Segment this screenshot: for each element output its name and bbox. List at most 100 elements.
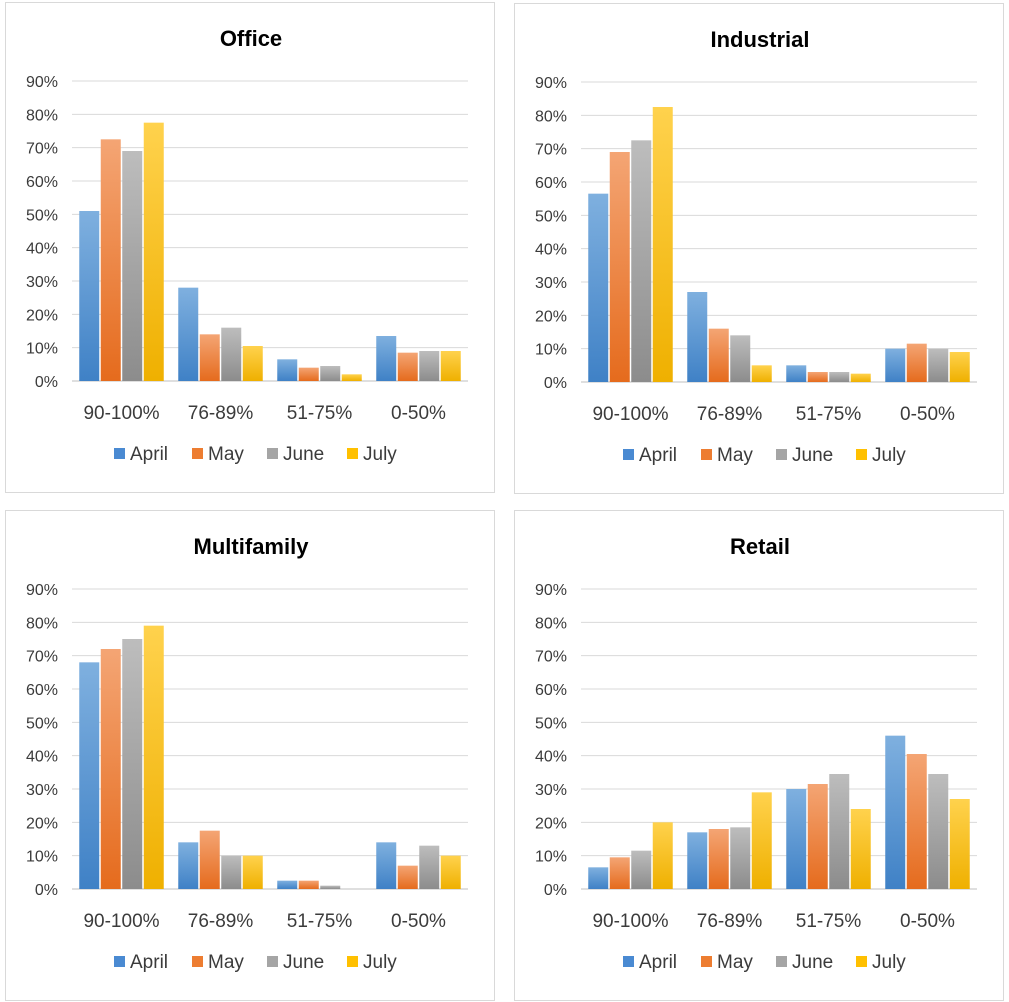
y-tick-label: 60% [26,682,58,699]
y-tick-label: 50% [26,207,58,224]
y-tick-label: 10% [535,342,567,359]
bar-june-1 [221,855,242,889]
bar-may-2 [807,784,828,889]
chart-svg: Retail 0% 10% 20% 30% 40% 50% 60% 70% 80% 90% 90-10… [535,534,977,973]
y-tick-label: 60% [535,175,567,192]
x-category-label: 76-89% [697,911,763,932]
x-category-label: 51-75% [287,911,353,932]
chart-svg: Industrial 0% 10% 20% 30% 40% 50% 60% 70% 80% 90% 9… [535,27,977,466]
legend-swatch-april [623,449,634,460]
legend-label: May [208,444,244,465]
bar-july-1 [751,365,772,382]
y-tick-label: 40% [26,749,58,766]
bar-april-1 [178,287,199,381]
x-category-label: 0-50% [391,403,446,424]
legend-swatch-june [267,448,278,459]
bar-may-0 [100,139,121,381]
y-tick-label: 0% [544,882,567,899]
bar-may-3 [397,865,418,889]
y-tick-label: 50% [535,208,567,225]
legend-swatch-april [623,956,634,967]
y-tick-label: 90% [535,582,567,599]
legend-label: April [130,444,168,465]
x-category-label: 0-50% [900,404,955,425]
bar-june-3 [928,348,949,382]
y-tick-label: 80% [26,107,58,124]
bar-may-0 [100,649,121,889]
bar-april-1 [178,842,199,889]
bar-april-0 [588,867,609,889]
legend-label: July [872,952,906,973]
y-tick-label: 70% [535,142,567,159]
bar-june-0 [122,151,143,381]
y-tick-label: 60% [535,682,567,699]
bar-june-1 [730,827,751,889]
x-category-label: 0-50% [391,911,446,932]
legend-swatch-april [114,956,125,967]
bar-may-1 [199,334,220,381]
chart-office: Office 0% 10% 20% 30% 40% 50% 60% 70% 80% 90% 90-10… [5,2,495,493]
bar-may-1 [708,829,729,889]
y-tick-label: 30% [535,275,567,292]
y-tick-label: 10% [535,849,567,866]
bar-may-0 [609,857,630,889]
legend-swatch-july [347,448,358,459]
y-tick-label: 60% [26,174,58,191]
chart-title: Office [220,26,282,51]
y-tick-label: 70% [26,141,58,158]
chart-svg: Office 0% 10% 20% 30% 40% 50% 60% 70% 80% 90% 90-10… [26,26,468,465]
x-category-label: 90-100% [592,404,668,425]
bar-april-2 [277,880,298,889]
legend-swatch-july [347,956,358,967]
legend-swatch-may [701,449,712,460]
y-tick-label: 40% [535,242,567,259]
legend-label: May [208,952,244,973]
bar-june-2 [829,372,850,382]
x-category-label: 0-50% [900,911,955,932]
legend-swatch-may [192,956,203,967]
legend-swatch-may [701,956,712,967]
legend-label: June [283,952,324,973]
bar-july-3 [440,351,461,381]
y-tick-label: 30% [26,782,58,799]
legend-swatch-june [776,956,787,967]
legend-swatch-may [192,448,203,459]
bar-june-3 [419,351,440,381]
bar-may-3 [397,352,418,381]
chart-title: Retail [730,534,790,559]
bar-april-3 [885,348,906,382]
bar-july-2 [850,373,871,382]
bar-july-0 [143,625,164,889]
chart-industrial: Industrial 0% 10% 20% 30% 40% 50% 60% 70% 80% 90% 9… [514,3,1004,494]
legend-label: April [130,952,168,973]
bar-july-0 [143,122,164,382]
legend-swatch-june [776,449,787,460]
bar-april-1 [687,292,708,382]
chart-retail: Retail 0% 10% 20% 30% 40% 50% 60% 70% 80% 90% 90-10… [514,510,1004,1001]
y-tick-label: 40% [535,749,567,766]
y-tick-label: 20% [535,815,567,832]
x-category-label: 90-100% [83,403,159,424]
bar-may-3 [906,754,927,889]
bar-july-1 [751,792,772,889]
bar-april-0 [588,193,609,382]
legend-label: June [792,952,833,973]
bar-june-3 [928,774,949,889]
bar-july-3 [949,799,970,889]
bar-june-2 [320,885,341,889]
bar-july-2 [341,374,362,381]
y-tick-label: 90% [26,74,58,91]
legend-swatch-july [856,449,867,460]
bar-june-0 [122,639,143,889]
y-tick-label: 30% [26,274,58,291]
y-tick-label: 80% [26,615,58,632]
bar-june-0 [631,850,652,889]
bar-april-3 [376,336,397,381]
legend-swatch-july [856,956,867,967]
bar-july-1 [242,346,263,381]
legend-label: April [639,445,677,466]
bar-july-1 [242,855,263,889]
legend-label: July [872,445,906,466]
bar-july-3 [440,855,461,889]
y-tick-label: 70% [26,649,58,666]
